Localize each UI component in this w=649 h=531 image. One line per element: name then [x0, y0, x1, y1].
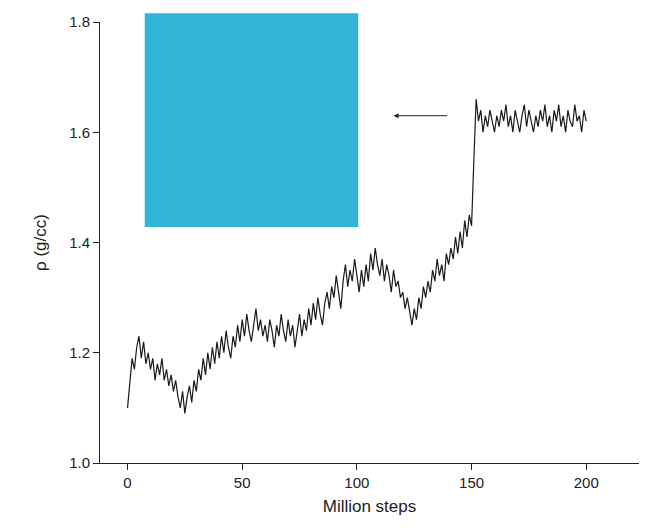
svg-text:100: 100 — [344, 474, 369, 491]
svg-text:1.4: 1.4 — [69, 234, 90, 251]
svg-text:Million steps: Million steps — [323, 497, 417, 516]
svg-text:1.0: 1.0 — [69, 454, 90, 471]
svg-text:0: 0 — [123, 474, 131, 491]
svg-text:150: 150 — [459, 474, 484, 491]
svg-text:1.8: 1.8 — [69, 13, 90, 30]
svg-text:1.6: 1.6 — [69, 124, 90, 141]
svg-text:ρ (g/cc): ρ (g/cc) — [31, 214, 50, 271]
svg-text:200: 200 — [574, 474, 599, 491]
svg-text:50: 50 — [234, 474, 251, 491]
svg-text:1.2: 1.2 — [69, 344, 90, 361]
